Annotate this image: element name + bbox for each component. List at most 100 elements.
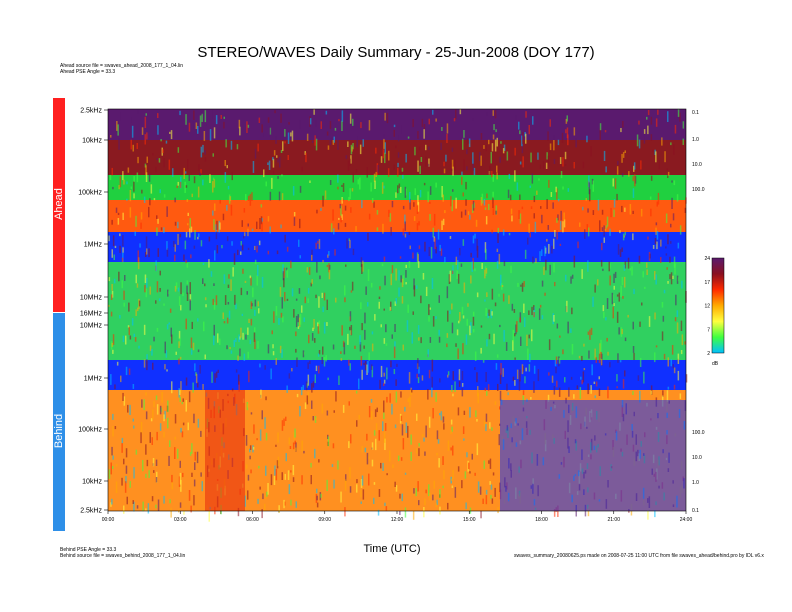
spectrum-pixel: [616, 294, 619, 297]
spectrum-pixel: [143, 359, 146, 368]
spectrum-pixel: [292, 477, 295, 482]
spectrum-pixel: [386, 112, 389, 124]
spectrum-pixel: [670, 358, 672, 367]
spectrum-pixel: [146, 459, 149, 467]
spectrum-pixel: [315, 138, 318, 151]
spectrum-pixel: [471, 261, 473, 272]
spectrum-pixel: [436, 499, 438, 505]
spectrum-pixel: [457, 466, 460, 472]
spectrum-pixel: [367, 361, 369, 373]
spectrum-band: [108, 200, 686, 232]
spectrum-pixel: [495, 363, 498, 370]
spectrum-pixel: [642, 271, 644, 278]
spectrum-pixel: [123, 458, 125, 465]
spectrum-pixel: [643, 129, 646, 134]
spectrum-pixel: [373, 497, 375, 504]
spectrum-pixel: [589, 329, 591, 340]
spectrum-pixel: [350, 207, 352, 213]
spectrum-pixel: [582, 161, 585, 169]
spectrum-pixel: [316, 261, 318, 273]
spectrum-pixel: [402, 344, 404, 351]
spectrum-pixel: [308, 267, 311, 275]
spectrum-pixel: [304, 402, 307, 409]
spectrum-pixel: [609, 275, 611, 286]
spectrum-pixel: [363, 345, 365, 349]
spectrum-pixel: [349, 311, 352, 322]
spectrum-pixel: [394, 324, 396, 332]
spectrum-pixel: [599, 343, 601, 354]
spectrum-pixel: [393, 124, 396, 128]
spectrum-pixel: [380, 462, 382, 469]
spectrum-pixel: [205, 304, 207, 308]
spectrum-pixel: [490, 494, 492, 499]
spectrum-pixel: [315, 242, 317, 249]
spectrum-pixel: [600, 260, 603, 267]
spectrum-pixel: [469, 407, 471, 418]
spectrum-pixel: [180, 479, 182, 492]
spectrum-pixel: [310, 462, 312, 468]
spectrum-pixel: [193, 176, 196, 184]
spectrum-pixel: [414, 188, 416, 196]
spectrum-pixel: [174, 436, 176, 440]
spectrum-pixel: [656, 241, 658, 250]
spectrum-pixel: [516, 369, 519, 379]
spectrum-pixel: [486, 292, 488, 297]
spectrum-pixel: [404, 507, 407, 518]
spectrum-pixel: [381, 263, 384, 267]
spectrum-pixel: [494, 302, 497, 307]
spectrum-pixel: [349, 486, 352, 493]
spectrum-pixel: [603, 237, 605, 243]
spectrum-pixel: [382, 149, 385, 159]
spectrum-pixel: [312, 381, 315, 388]
spectrum-pixel: [578, 355, 581, 359]
spectrum-pixel: [192, 382, 194, 393]
spectrum-pixel: [377, 509, 380, 516]
spectrum-pixel: [418, 448, 420, 457]
spectrum-pixel: [472, 235, 475, 244]
spectrum-pixel: [184, 181, 186, 193]
spectrum-pixel: [362, 260, 364, 272]
spectrum-pixel: [622, 296, 624, 299]
spectrum-pixel: [276, 460, 279, 469]
spectrum-pixel: [470, 275, 472, 284]
spectrum-pixel: [467, 303, 469, 307]
spectrum-pixel: [638, 139, 641, 149]
spectrum-pixel: [213, 335, 215, 346]
spectrum-pixel: [667, 234, 669, 245]
spectrum-pixel: [665, 213, 668, 224]
spectrum-pixel: [461, 306, 464, 315]
spectrum-pixel: [459, 312, 461, 322]
spectrum-pixel: [288, 437, 291, 445]
spectrum-pixel: [452, 371, 454, 381]
spectrum-pixel: [325, 110, 328, 115]
spectrum-pixel: [529, 390, 532, 393]
spectrum-pixel: [187, 212, 189, 216]
spectrum-pixel: [457, 273, 460, 284]
spectrum-pixel: [269, 191, 272, 201]
spectrum-pixel: [256, 438, 258, 441]
spectrum-pixel: [440, 411, 443, 421]
spectrum-pixel: [500, 363, 502, 375]
spectrum-pixel: [383, 379, 386, 384]
spectrum-pixel: [530, 206, 533, 209]
spectrum-pixel: [155, 395, 158, 401]
y-tick-label: 1MHz: [84, 376, 103, 383]
spectrum-pixel: [229, 347, 231, 350]
spectrum-pixel: [415, 448, 418, 454]
spectrum-pixel: [652, 245, 655, 249]
spectrum-pixel: [215, 295, 218, 306]
spectrum-pixel: [579, 222, 581, 227]
spectrum-pixel: [278, 318, 280, 325]
spectrum-pixel: [179, 181, 182, 189]
spectrum-pixel: [239, 348, 241, 357]
spectrum-pixel: [371, 442, 374, 450]
spectrum-pixel: [652, 149, 654, 153]
spectrum-pixel: [179, 460, 181, 468]
spectrum-pixel: [226, 317, 229, 324]
spectrum-pixel: [316, 488, 318, 494]
spectrum-pixel: [238, 381, 240, 392]
spectrum-pixel: [183, 254, 185, 261]
spectrum-pixel: [447, 371, 450, 376]
spectrum-pixel: [258, 465, 260, 469]
spectrum-pixel: [178, 296, 181, 306]
